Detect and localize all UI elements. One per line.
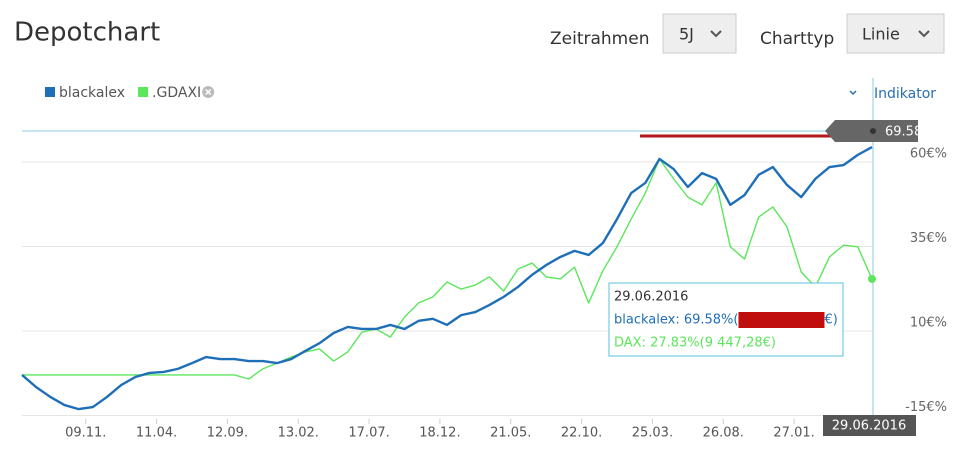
x-tick-label: 13.02. — [278, 425, 319, 440]
x-tick-label: 25.03. — [632, 425, 673, 440]
x-tick-label: 11.04. — [136, 425, 177, 440]
date-flag — [823, 415, 916, 436]
tooltip-dax: DAX: 27.83%(9 447,28€) — [614, 336, 776, 351]
timeframe-label: Zeitrahmen — [550, 29, 649, 49]
x-tick-label: 22.10. — [561, 425, 602, 440]
chevron — [849, 90, 857, 96]
x-tick-label: 17.07. — [348, 425, 389, 440]
redaction — [738, 312, 825, 328]
charttype-label: Charttyp — [760, 29, 834, 49]
x-tick-label: 27.01. — [773, 425, 814, 440]
tooltip-blackalex-end: €) — [824, 313, 837, 328]
series-line — [22, 158, 873, 380]
x-tick-label: 09.11. — [65, 425, 106, 440]
tooltip-date: 29.06.2016 — [614, 290, 688, 305]
x-tick-label: 21.05. — [490, 425, 531, 440]
series-line — [21, 146, 873, 411]
y-tick-label: 60€% — [910, 146, 947, 161]
y-tick-label: 10€% — [910, 316, 947, 331]
x-tick-label: 12.09. — [207, 425, 248, 440]
y-tick-label: 35€% — [910, 231, 947, 246]
flag-dot — [870, 128, 876, 134]
timeframe-select[interactable] — [662, 13, 737, 54]
remove-icon — [205, 88, 212, 96]
legend-label: .GDAXI — [152, 85, 201, 101]
legend-label: blackalex — [59, 85, 125, 101]
chevron — [710, 30, 722, 38]
indicator-button[interactable]: Indikator — [874, 86, 936, 102]
y-tick-label: -15€% — [905, 400, 947, 415]
chevron — [918, 30, 930, 38]
charttype-value: Linie — [862, 25, 900, 44]
end-dot — [868, 274, 876, 283]
current-value: 69.58% — [885, 125, 935, 140]
crosshair-date: 29.06.2016 — [832, 419, 906, 434]
x-tick-label: 18.12. — [419, 425, 460, 440]
timeframe-value: 5J — [679, 25, 694, 44]
legend-swatch — [45, 87, 55, 97]
page-title: Depotchart — [14, 18, 160, 48]
legend-swatch — [138, 87, 149, 97]
x-tick-label: 26.08. — [703, 425, 744, 440]
tooltip-blackalex: blackalex: 69.58%( — [614, 313, 738, 328]
